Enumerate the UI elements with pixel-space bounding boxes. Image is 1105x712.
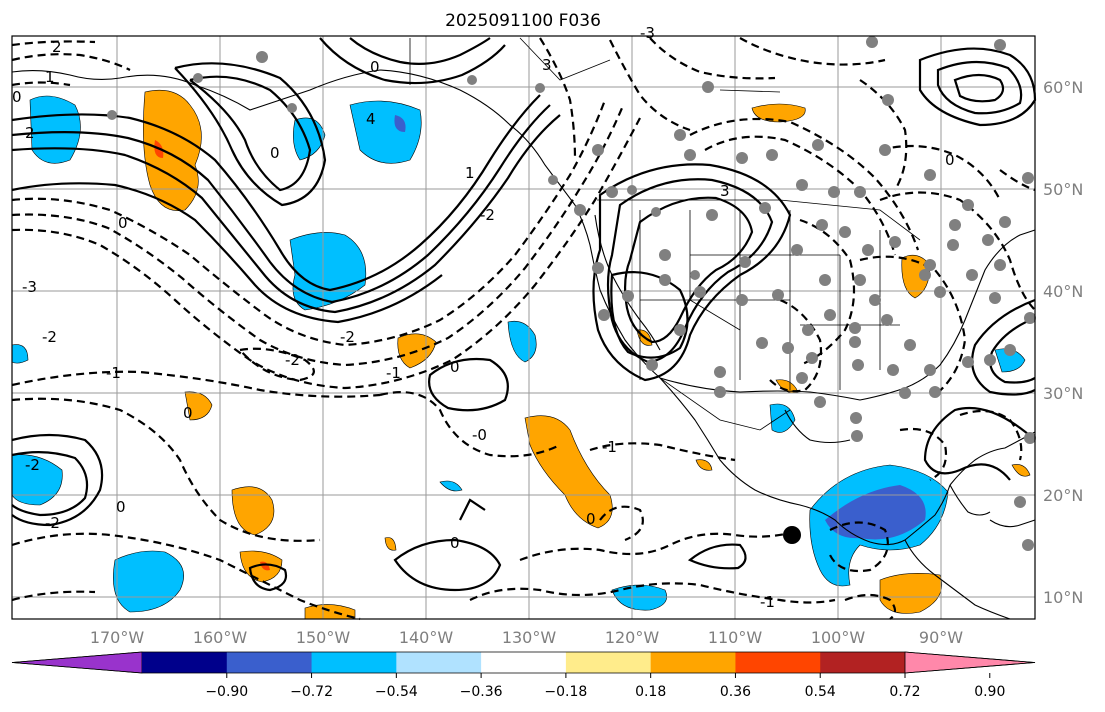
- contour-label: 0: [270, 144, 280, 162]
- colorbar-outline: [11, 651, 1036, 674]
- focus-point-marker: [783, 526, 801, 544]
- colorbar-segment: [142, 652, 228, 673]
- pos-shade-4: [184, 391, 213, 421]
- colorbar-segment: [396, 652, 482, 673]
- neg-shade-12: [439, 480, 463, 492]
- lat-label: 60°N: [1043, 78, 1083, 97]
- colorbar: −0.90 −0.72 −0.54 −0.36 −0.18 0.18 0.36 0.54 0.7…: [11, 651, 1036, 700]
- contour-label: 1: [45, 68, 55, 86]
- pos-shade-12: [695, 459, 713, 471]
- contour-label: -3: [22, 278, 37, 296]
- pos-shade-15: [384, 537, 397, 551]
- contour-label: -2: [285, 351, 300, 369]
- pos-shade-3: [524, 415, 613, 529]
- lon-label: 90°W: [919, 628, 963, 647]
- negative-contours: [11, 37, 1036, 621]
- pos-shade-1: [143, 89, 202, 212]
- contour-label: -1: [760, 593, 775, 611]
- shaded-anomalies: [11, 89, 1031, 620]
- lon-label: 130°W: [502, 628, 557, 647]
- graticule: [12, 36, 1035, 619]
- contour-labels: 2 1 0 2 4 3 0 0 3 1 0 -2 -3 -2 -2 -2 -1 …: [12, 24, 955, 611]
- contour-label: 0: [586, 510, 596, 528]
- contour-label: 0: [945, 151, 955, 169]
- colorbar-tick-label: 0.54: [805, 684, 836, 700]
- contour-label: 0: [118, 214, 128, 232]
- colorbar-segment: [650, 652, 736, 673]
- contour-label: 3: [720, 182, 730, 200]
- neg-shade-1: [29, 95, 81, 164]
- contour-label: -2: [45, 514, 60, 532]
- colorbar-tick-label: −0.36: [460, 684, 503, 700]
- positive-contours: [11, 37, 1037, 592]
- colorbar-tick-label: 0.18: [635, 684, 666, 700]
- colorbar-tick-label: 0.72: [889, 684, 920, 700]
- contour-label: 0: [183, 404, 193, 422]
- contour-label: -1: [106, 364, 121, 382]
- lon-label: 120°W: [605, 628, 660, 647]
- colorbar-segment: [735, 652, 821, 673]
- colorbar-tick-label: 0.90: [974, 684, 1005, 700]
- colorbar-tick-label: −0.72: [290, 684, 333, 700]
- neg-shade-2: [349, 100, 422, 164]
- lat-label: 40°N: [1043, 282, 1083, 301]
- lon-label: 100°W: [811, 628, 866, 647]
- contour-label: 0: [450, 534, 460, 552]
- pos-shade-9: [751, 103, 806, 123]
- station-markers: [107, 36, 1036, 551]
- colorbar-segment: [311, 652, 397, 673]
- colorbar-segment: [820, 652, 906, 673]
- colorbar-segment: [226, 652, 313, 673]
- contour-label: 0: [116, 498, 126, 516]
- lat-label: 30°N: [1043, 384, 1083, 403]
- contour-label: 1: [465, 164, 475, 182]
- colorbar-tick-label: 0.36: [720, 684, 751, 700]
- contour-label: 2: [52, 38, 62, 56]
- lon-label: 170°W: [90, 628, 145, 647]
- contour-label: -3: [640, 24, 655, 42]
- latitude-labels: 60°N 50°N 40°N 30°N 20°N 10°N: [1043, 78, 1083, 607]
- colorbar-extend-high: [904, 651, 1036, 674]
- contour-label: -2: [25, 456, 40, 474]
- lat-label: 10°N: [1043, 588, 1083, 607]
- pos-shade-10: [901, 254, 931, 299]
- lon-label: 160°W: [193, 628, 248, 647]
- neg-shade-4: [11, 454, 63, 506]
- lon-label: 110°W: [708, 628, 763, 647]
- neg-shade-10: [11, 344, 29, 364]
- colorbar-tick-label: −0.18: [544, 684, 587, 700]
- colorbar-segment: [565, 652, 652, 673]
- contour-label: -0: [472, 426, 487, 444]
- contour-label: 2: [25, 124, 35, 142]
- longitude-labels: 170°W 160°W 150°W 140°W 130°W 120°W 110°…: [90, 628, 963, 647]
- contour-label: 4: [366, 110, 376, 128]
- pos-shade-8: [879, 573, 943, 614]
- contour-label: -1: [386, 364, 401, 382]
- pos-shade-7: [304, 604, 356, 620]
- pos-shade-14: [1011, 464, 1031, 477]
- lat-label: 50°N: [1043, 180, 1083, 199]
- colorbar-tick-label: −0.90: [205, 684, 248, 700]
- contour-label: -1: [602, 438, 617, 456]
- lon-label: 140°W: [399, 628, 454, 647]
- neg-shade-8b: [825, 485, 926, 540]
- contour-label: 0: [12, 88, 22, 106]
- lat-label: 20°N: [1043, 486, 1083, 505]
- contour-label: -2: [340, 328, 355, 346]
- map-title: 2025091100 F036: [445, 11, 601, 31]
- colorbar-extend-low: [11, 651, 143, 674]
- pos-shade-5: [231, 486, 275, 536]
- contour-label: -2: [42, 328, 57, 346]
- colorbar-segment: [481, 652, 567, 673]
- lon-label: 150°W: [296, 628, 351, 647]
- colorbar-tick-label: −0.54: [375, 684, 418, 700]
- neg-shade-2b: [394, 115, 406, 132]
- contour-label: -2: [480, 206, 495, 224]
- contour-label: 0: [450, 358, 460, 376]
- map-frame: [11, 35, 1036, 620]
- contour-label: 0: [370, 58, 380, 76]
- contour-label: 3: [542, 56, 552, 74]
